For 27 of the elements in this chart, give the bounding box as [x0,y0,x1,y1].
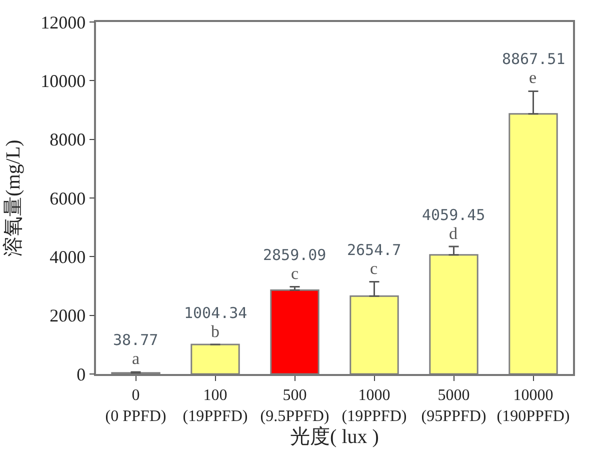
x-tick-label: 5000 (95PPFD) [421,386,486,425]
data-label: 4059.45 [422,206,486,224]
y-tick-label: 2000 [50,306,86,326]
x-tick-label: 1000 (19PPFD) [342,386,407,425]
y-tick-label: 6000 [50,188,86,208]
y-tick-label: 10000 [40,70,86,91]
data-label: 2859.09 [263,246,326,264]
annotation: e [529,68,537,87]
y-axis-title: 溶氧量(mg/L) [2,140,25,256]
annotation: d [449,224,458,243]
y-tick-label: 0 [76,364,86,384]
x-tick-label: 0 (0 PPFD) [105,386,166,425]
data-label: 8867.51 [502,50,566,68]
x-tick-label: 100 (19PPFD) [182,386,248,425]
annotation: b [211,322,220,341]
annotation: c [370,259,378,278]
y-tick-label: 8000 [50,130,86,150]
data-label: 1004.34 [184,304,248,322]
data-label: 38.77 [113,331,158,349]
x-tick-label: 500 (9.5PPFD) [260,386,330,425]
x-axis-title: 光度( lux ) [290,426,379,448]
annotation: c [291,264,299,283]
data-label: 2654.7 [347,241,402,259]
y-tick-label: 4000 [50,246,86,267]
x-tick-label: 10000 (190PPFD) [496,386,570,425]
y-tick-label: 12000 [40,12,86,32]
annotation: a [132,349,140,368]
